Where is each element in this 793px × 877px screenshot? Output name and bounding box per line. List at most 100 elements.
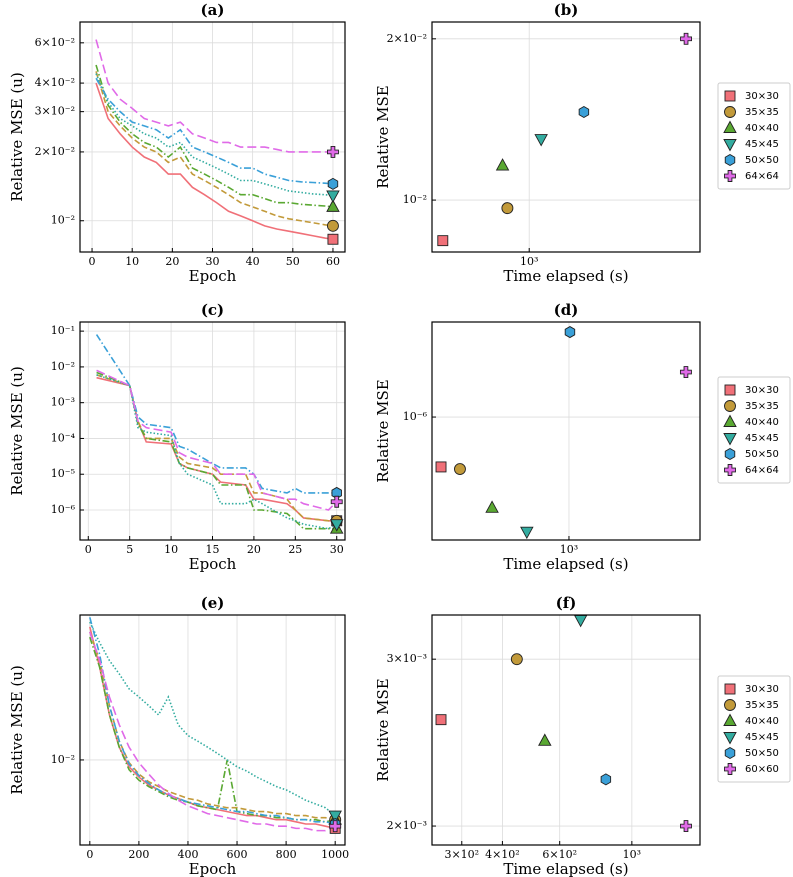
marker: [330, 495, 343, 508]
line: [95, 64, 334, 208]
marker: [329, 519, 344, 532]
x-tick-label: 15: [206, 543, 220, 556]
x-axis-label: Time elapsed (s): [503, 267, 628, 285]
y-tick-label: 10⁻²: [403, 193, 427, 206]
marker: [437, 235, 449, 247]
legend: 30×30 35×35 40×40 45×45 50×50 64×64: [717, 376, 791, 484]
line: [89, 631, 336, 821]
marker: [326, 199, 340, 212]
y-axis-label: Relative MSE (u): [8, 366, 26, 496]
legend-marker: [724, 384, 736, 396]
legend-frame: [717, 675, 791, 783]
y-axis-label: Relative MSE: [374, 85, 392, 188]
legend-frame: [717, 82, 791, 190]
line: [95, 82, 334, 241]
marker: [501, 202, 514, 215]
x-tick-label: 10: [125, 255, 139, 268]
line: [95, 73, 334, 197]
marker: [520, 526, 534, 540]
marker: [327, 233, 339, 245]
y-tick-label: 10⁻⁶: [403, 410, 428, 423]
legend-marker: [724, 763, 736, 775]
legend-marker: [724, 400, 736, 412]
y-tick-label: 10⁻³: [51, 396, 75, 409]
y-tick-label: 2×10⁻²: [387, 32, 427, 45]
x-axis-label: Time elapsed (s): [503, 555, 628, 573]
x-tick-label: 4×10²: [485, 848, 520, 861]
marker: [435, 461, 447, 473]
y-tick-label: 10⁻²: [51, 753, 75, 766]
marker: [578, 106, 590, 119]
panel-title: (c): [201, 301, 224, 319]
legend-label: 60×60: [745, 764, 779, 775]
marker: [454, 463, 466, 476]
panel: (c) Epoch Relative MSE (u) 0 5 10 15 20 25 30 10⁻¹…: [8, 301, 346, 573]
line: [95, 71, 334, 227]
line: [96, 371, 337, 530]
legend-label: 30×30: [745, 684, 779, 695]
panel-title: (a): [201, 1, 225, 19]
x-tick-label: 50: [286, 255, 300, 268]
legend-label: 45×45: [745, 139, 779, 150]
x-tick-label: 10³: [560, 543, 578, 556]
line: [96, 369, 338, 511]
x-tick-label: 0: [86, 848, 93, 861]
x-tick-label: 10: [164, 543, 178, 556]
plot-area: [95, 39, 334, 241]
legend-label: 40×40: [745, 716, 779, 727]
x-axis-label: Epoch: [189, 555, 237, 573]
x-tick-label: 0: [89, 255, 96, 268]
axes-frame: [79, 21, 346, 253]
x-tick-label: 0: [85, 543, 92, 556]
x-tick-label: 40: [246, 255, 260, 268]
panel-title: (b): [554, 1, 579, 19]
x-tick-label: 6×10²: [542, 848, 577, 861]
axes-frame: [79, 614, 346, 846]
y-tick-label: 6×10⁻²: [35, 36, 75, 49]
y-tick-label: 2×10⁻²: [35, 145, 75, 158]
axes-frame: [431, 321, 701, 541]
legend-label: 30×30: [745, 385, 779, 396]
y-tick-label: 10⁻⁵: [51, 467, 75, 480]
marker: [510, 653, 523, 666]
x-tick-label: 60: [326, 255, 340, 268]
x-tick-label: 20: [247, 543, 261, 556]
x-tick-label: 30: [206, 255, 220, 268]
marker: [327, 145, 339, 158]
marker: [600, 773, 612, 786]
x-tick-label: 30: [330, 543, 344, 556]
legend-label: 45×45: [745, 732, 779, 743]
marker: [327, 177, 339, 190]
axes-frame: [431, 614, 701, 846]
legend-marker: [723, 713, 737, 726]
x-tick-label: 5: [126, 543, 133, 556]
line: [89, 617, 336, 825]
x-tick-label: 200: [128, 848, 149, 861]
x-axis-label: Epoch: [189, 267, 237, 285]
x-tick-label: 10³: [623, 848, 641, 861]
line: [89, 626, 336, 830]
panel: (b) Time elapsed (s) Relative MSE 10³ 10⁻² 2×…: [374, 1, 791, 285]
legend-label: 64×64: [745, 465, 779, 476]
plot-area: [95, 334, 338, 530]
legend-label: 50×50: [745, 748, 779, 759]
line: [95, 77, 334, 185]
y-tick-label: 10⁻¹: [51, 324, 75, 337]
marker: [485, 500, 499, 513]
legend-marker: [724, 447, 736, 461]
panel: (e) Epoch Relative MSE (u) 0 200 400 600 800 100…: [8, 594, 349, 877]
legend-marker: [723, 433, 737, 446]
legend-frame: [717, 376, 791, 484]
marker: [326, 190, 340, 203]
legend: 30×30 35×35 40×40 45×45 50×50 64×64: [717, 82, 791, 190]
x-tick-label: 3×10²: [444, 848, 479, 861]
y-axis-label: Relative MSE (u): [8, 72, 26, 202]
panel-title: (e): [201, 594, 225, 612]
panel: (a) Epoch Relative MSE (u) 0 10 20 30 40 50 60 6×1…: [8, 1, 346, 285]
marker: [679, 366, 692, 378]
marker: [495, 158, 510, 171]
legend-marker: [724, 90, 736, 102]
panel: (f) Time elapsed (s) Relative MSE 3×10² 4×10…: [374, 594, 791, 877]
marker: [327, 219, 339, 232]
y-tick-label: 10⁻⁴: [51, 431, 76, 444]
